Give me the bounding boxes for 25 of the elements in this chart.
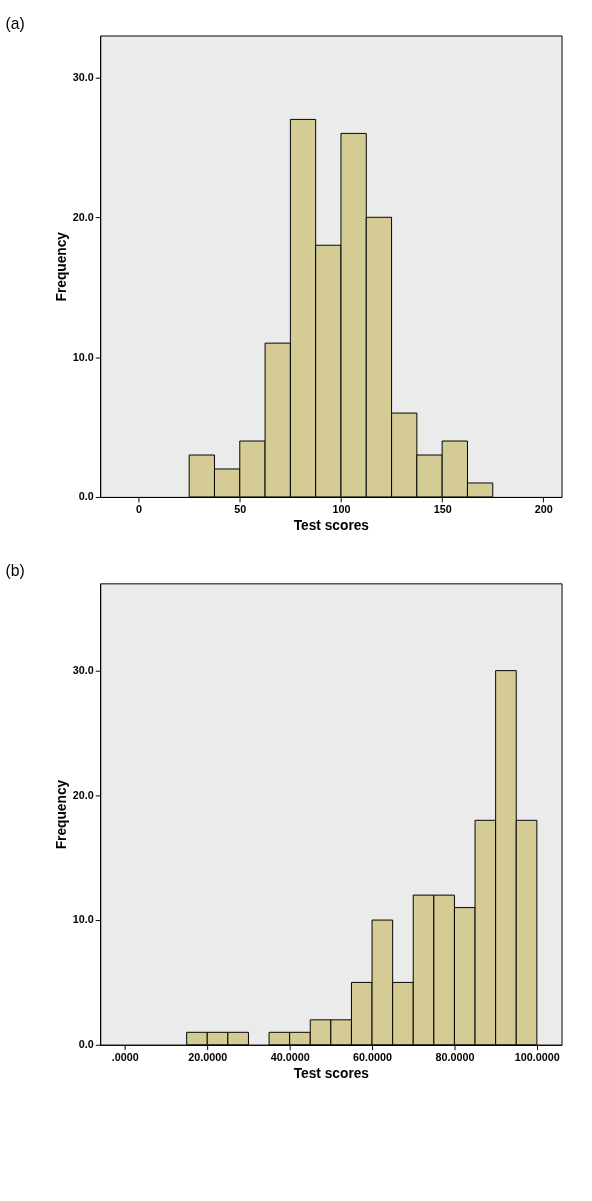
x-axis-title: Test scores — [293, 1065, 370, 1081]
chart-title: (b) — [5, 562, 25, 580]
y-tick-label: 10.0 — [72, 913, 94, 926]
x-tick-label: 60.0000 — [353, 1050, 393, 1063]
x-tick-label: 80.0000 — [435, 1050, 475, 1063]
y-tick-label: 20.0 — [72, 788, 94, 801]
y-tick-label: 20.0 — [72, 210, 94, 223]
x-axis-title: Test scores — [293, 517, 370, 533]
y-tick-label: 30.0 — [72, 664, 94, 677]
x-tick-label: 20.0000 — [188, 1050, 228, 1063]
x-tick-label: 200 — [534, 503, 553, 516]
x-tick-label: .0000 — [111, 1050, 139, 1063]
y-axis-title: Frequency — [53, 779, 69, 850]
chart-title: (a) — [5, 14, 25, 32]
x-tick-label: 0 — [136, 503, 143, 516]
x-tick-label: 100 — [332, 503, 351, 516]
x-tick-label: 50 — [234, 503, 247, 516]
y-axis-title: Frequency — [53, 231, 69, 302]
y-tick-label: 0.0 — [78, 1038, 94, 1051]
y-tick-label: 0.0 — [78, 490, 94, 503]
y-tick-label: 10.0 — [72, 350, 94, 363]
y-tick-label: 30.0 — [72, 70, 94, 83]
x-tick-label: 100.0000 — [514, 1050, 560, 1063]
x-tick-label: 40.0000 — [270, 1050, 310, 1063]
x-tick-label: 150 — [433, 503, 452, 516]
